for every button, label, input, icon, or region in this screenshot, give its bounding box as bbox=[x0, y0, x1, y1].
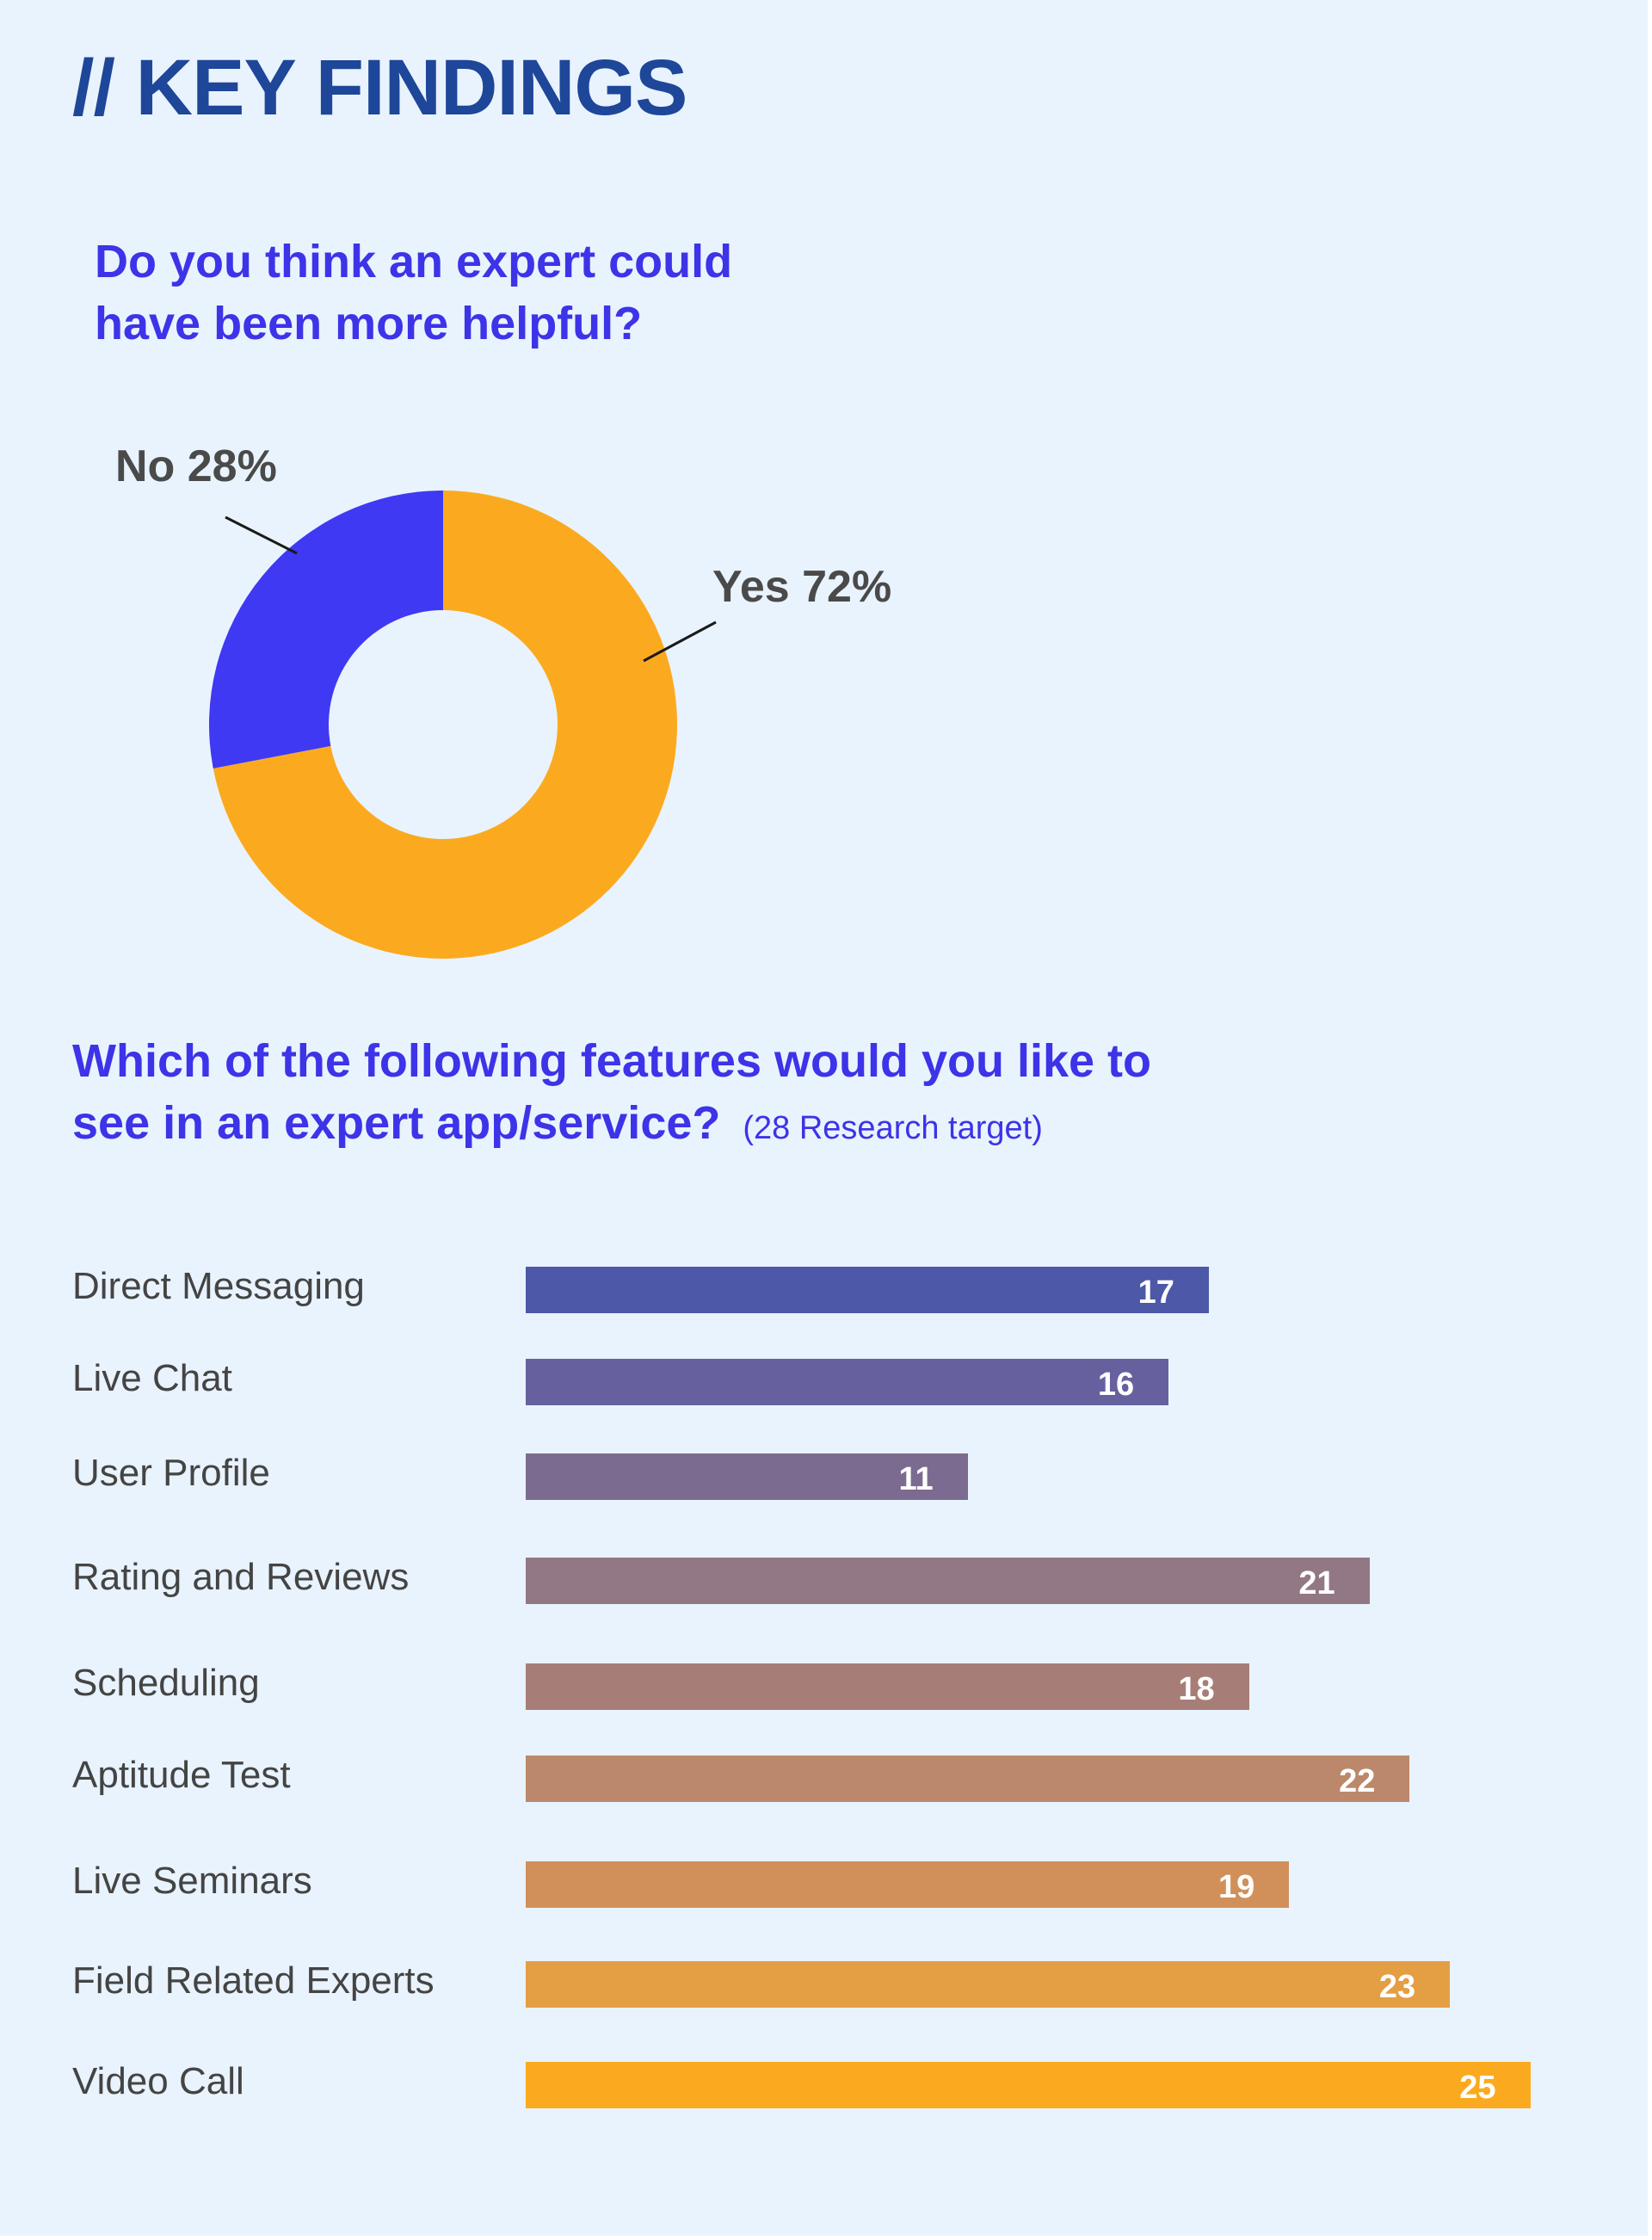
leader-line-no bbox=[225, 515, 298, 555]
category-label-rating-and-reviews: Rating and Reviews bbox=[72, 1556, 410, 1598]
donut-question-line-2: have been more helpful? bbox=[95, 298, 643, 349]
slice-label-no: No 28% bbox=[115, 441, 277, 491]
category-label-direct-messaging: Direct Messaging bbox=[72, 1265, 365, 1307]
category-label-video-call: Video Call bbox=[72, 2060, 244, 2102]
donut-chart bbox=[209, 491, 717, 959]
research-target-note: (28 Research target) bbox=[743, 1110, 1043, 1146]
bar-question-line-2-text: see in an expert app/service? bbox=[72, 1097, 721, 1149]
bar-live-chat bbox=[526, 1359, 1169, 1405]
bar-value-scheduling: 18 bbox=[1178, 1671, 1215, 1707]
bar-user-profile bbox=[526, 1453, 968, 1500]
bar-value-live-seminars: 19 bbox=[1218, 1869, 1255, 1905]
bar-question-line-1: Which of the following features would yo… bbox=[72, 1035, 1151, 1087]
bar-value-field-related-experts: 23 bbox=[1378, 1969, 1416, 2005]
category-label-user-profile: User Profile bbox=[72, 1452, 270, 1494]
donut-question-line-1: Do you think an expert could bbox=[95, 236, 733, 287]
bar-value-aptitude-test: 22 bbox=[1339, 1763, 1376, 1799]
bar-scheduling bbox=[526, 1663, 1249, 1710]
bar-value-direct-messaging: 17 bbox=[1137, 1274, 1174, 1311]
leader-line-yes bbox=[643, 620, 717, 663]
bar-question-line-2: see in an expert app/service? (28 Researc… bbox=[72, 1092, 1535, 1159]
bar-value-user-profile: 11 bbox=[898, 1461, 934, 1497]
bar-chart-question: Which of the following features would yo… bbox=[72, 1030, 1535, 1159]
category-label-live-seminars: Live Seminars bbox=[72, 1860, 312, 1902]
bar-field-related-experts bbox=[526, 1961, 1451, 2008]
bar-value-live-chat: 16 bbox=[1097, 1367, 1135, 1403]
category-label-scheduling: Scheduling bbox=[72, 1662, 260, 1704]
category-label-field-related-experts: Field Related Experts bbox=[72, 1959, 435, 2002]
category-label-live-chat: Live Chat bbox=[72, 1357, 232, 1399]
bar-video-call bbox=[526, 2062, 1531, 2108]
bar-value-rating-and-reviews: 21 bbox=[1298, 1565, 1335, 1601]
bar-value-video-call: 25 bbox=[1459, 2070, 1496, 2106]
page-heading: // KEY FINDINGS bbox=[72, 44, 687, 132]
category-label-aptitude-test: Aptitude Test bbox=[72, 1754, 291, 1796]
bar-rating-and-reviews bbox=[526, 1558, 1370, 1604]
bar-aptitude-test bbox=[526, 1756, 1410, 1802]
slice-label-yes: Yes 72% bbox=[712, 562, 892, 612]
bar-live-seminars bbox=[526, 1861, 1290, 1908]
bar-direct-messaging bbox=[526, 1267, 1209, 1313]
donut-slice-yes bbox=[213, 491, 678, 959]
donut-chart-question: Do you think an expert could have been m… bbox=[95, 231, 1127, 355]
donut-slice-no bbox=[209, 491, 443, 768]
